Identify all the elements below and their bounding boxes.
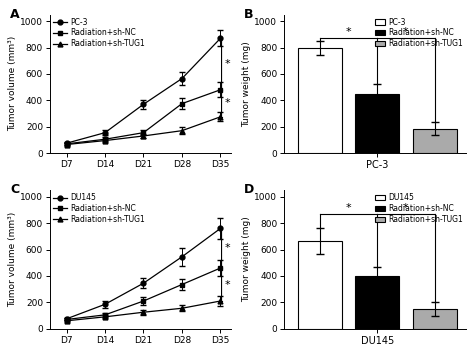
Bar	[412, 309, 457, 329]
Bar	[355, 276, 399, 329]
Bar	[412, 129, 457, 153]
Y-axis label: Tumor weight (mg): Tumor weight (mg)	[243, 41, 252, 127]
Text: *: *	[403, 203, 409, 213]
Text: *: *	[224, 98, 230, 108]
Text: B: B	[245, 7, 254, 21]
Text: C: C	[10, 183, 19, 196]
Text: A: A	[10, 7, 20, 21]
Text: *: *	[346, 203, 351, 213]
Bar	[355, 94, 399, 153]
Text: *: *	[224, 280, 230, 290]
Text: D: D	[245, 183, 255, 196]
Text: *: *	[346, 27, 351, 37]
Y-axis label: Tumor weight (mg): Tumor weight (mg)	[243, 217, 252, 302]
Bar	[298, 241, 342, 329]
Legend: DU145, Radiation+sh-NC, Radiation+sh-TUG1: DU145, Radiation+sh-NC, Radiation+sh-TUG…	[52, 193, 146, 225]
Bar	[298, 48, 342, 153]
Y-axis label: Tumor volume (mm³): Tumor volume (mm³)	[9, 212, 18, 307]
Text: *: *	[224, 243, 230, 253]
Legend: DU145, Radiation+sh-NC, Radiation+sh-TUG1: DU145, Radiation+sh-NC, Radiation+sh-TUG…	[374, 193, 464, 225]
Legend: PC-3, Radiation+sh-NC, Radiation+sh-TUG1: PC-3, Radiation+sh-NC, Radiation+sh-TUG1	[52, 17, 146, 49]
Y-axis label: Tumor volume (mm³): Tumor volume (mm³)	[9, 36, 18, 131]
Text: *: *	[403, 27, 409, 37]
Legend: PC-3, Radiation+sh-NC, Radiation+sh-TUG1: PC-3, Radiation+sh-NC, Radiation+sh-TUG1	[374, 17, 464, 49]
Text: *: *	[224, 59, 230, 69]
